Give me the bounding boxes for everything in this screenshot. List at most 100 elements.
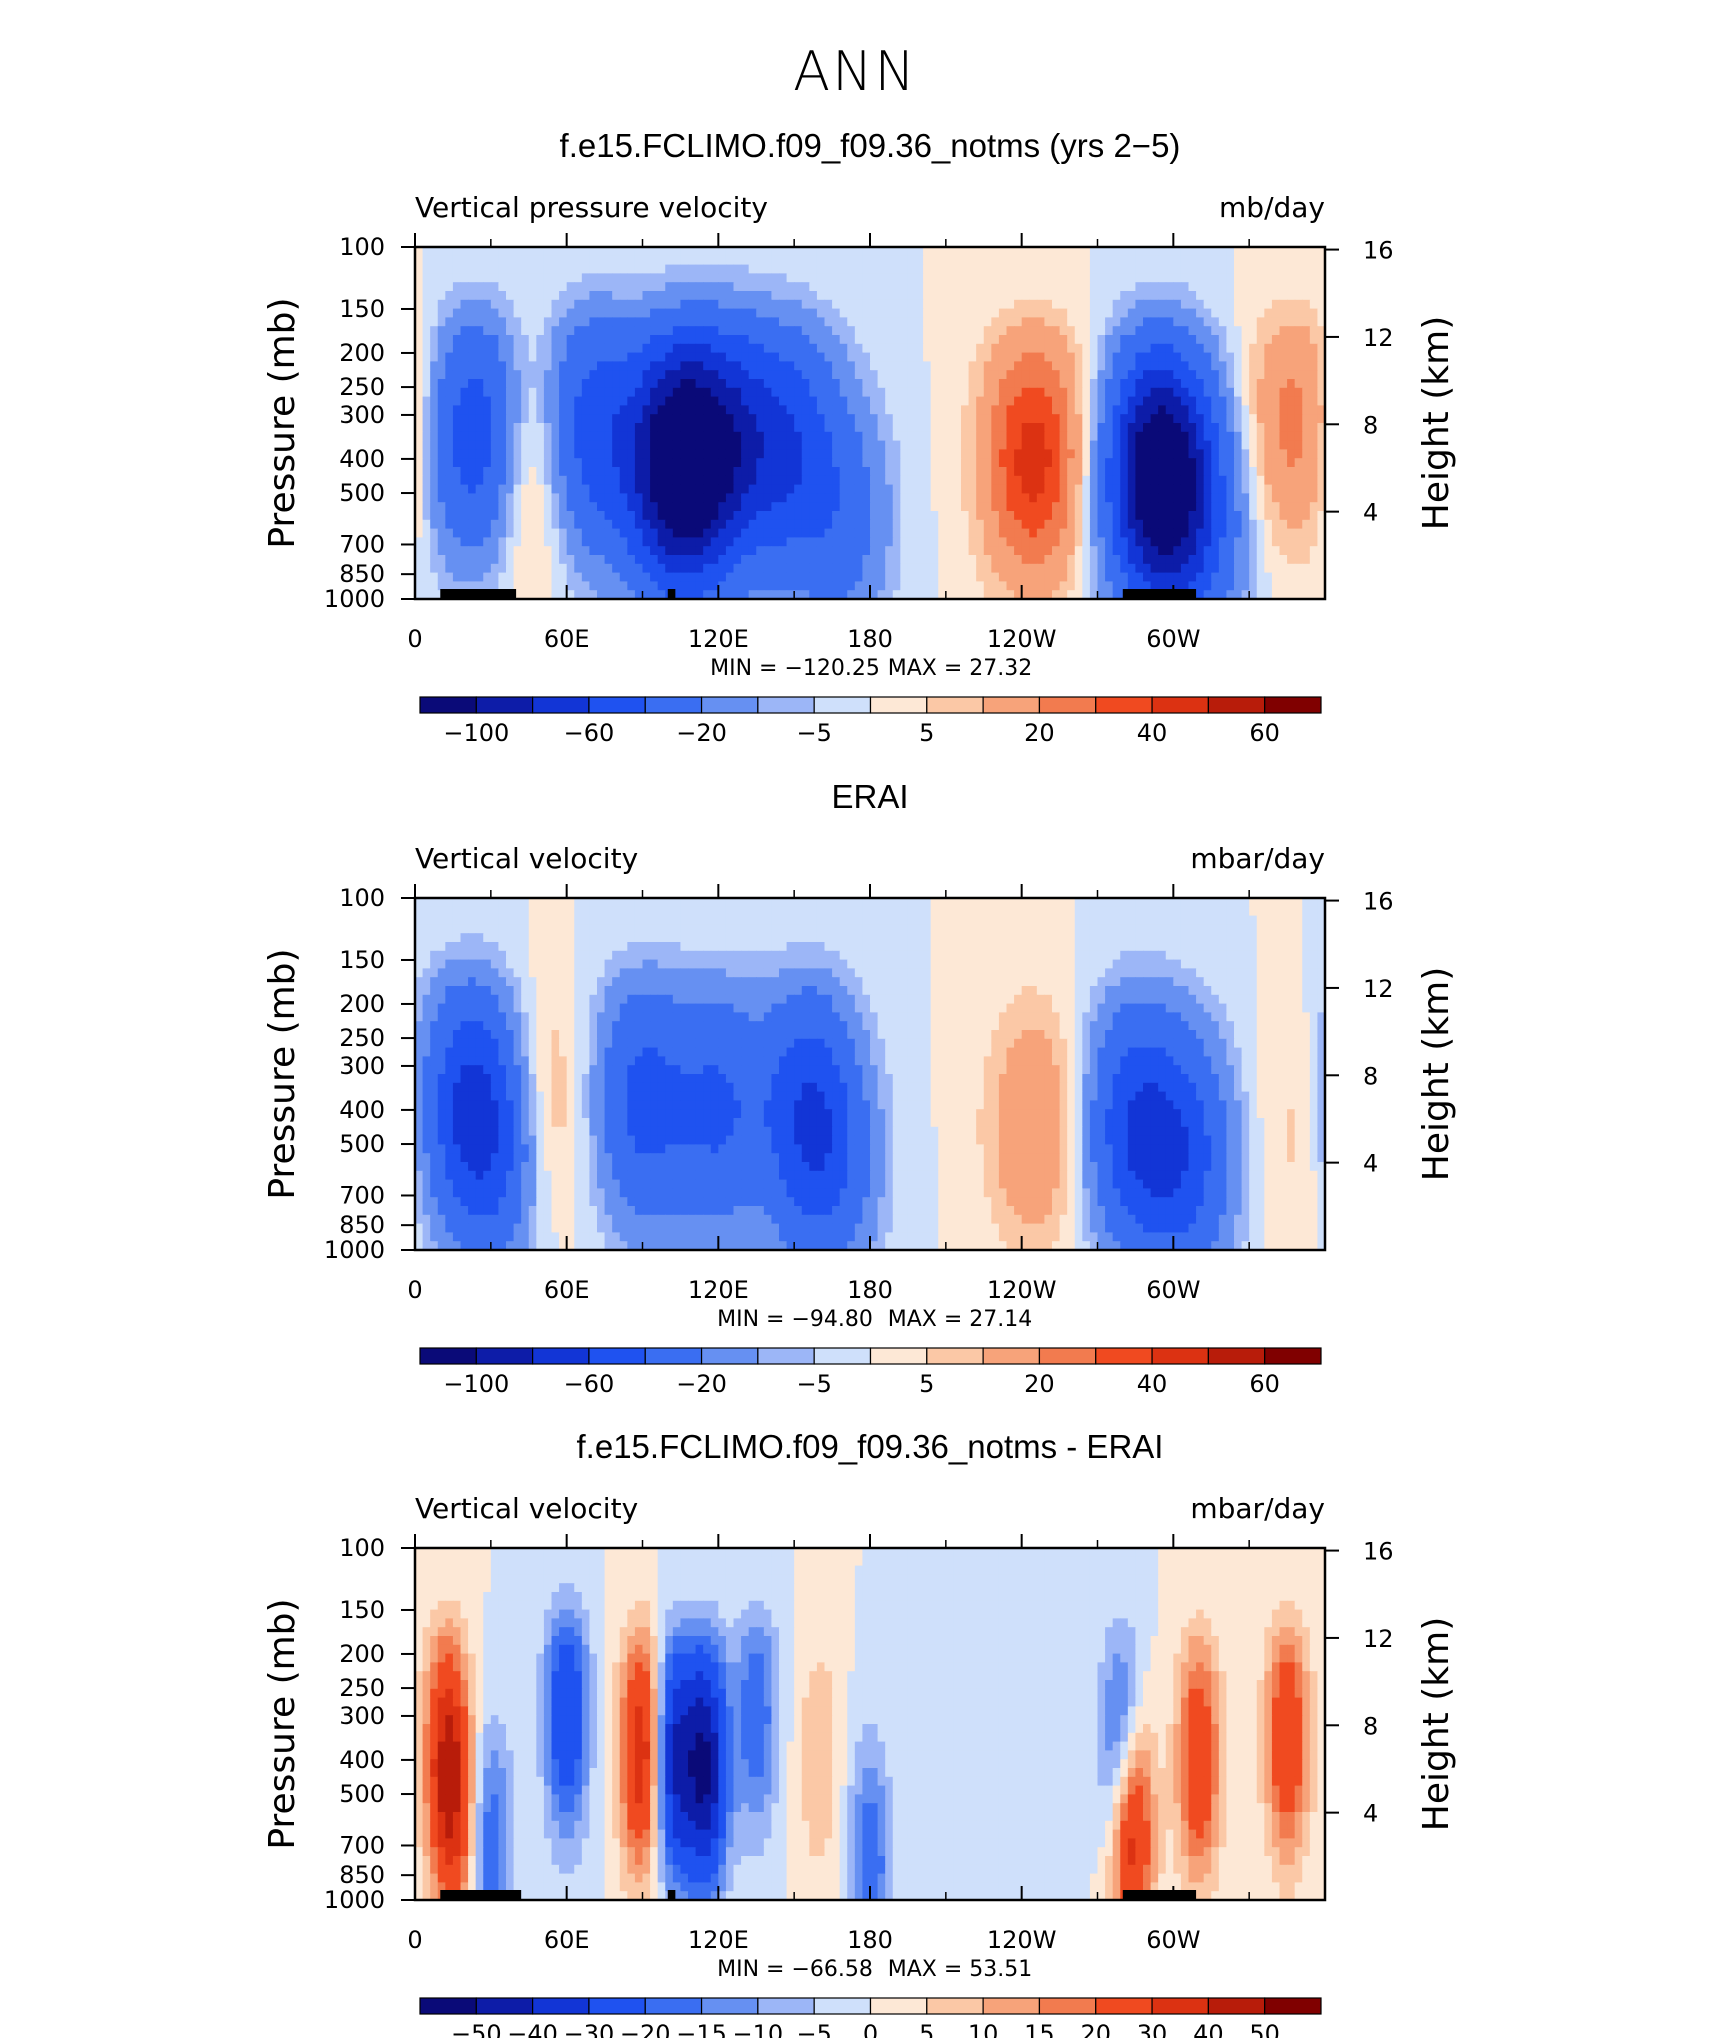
field-cell (923, 291, 932, 301)
field-cell (415, 255, 424, 266)
field-cell (832, 291, 841, 301)
field-cell (1165, 405, 1174, 415)
field-cell (422, 361, 431, 371)
field-cell (528, 431, 537, 442)
field-cell (1089, 537, 1099, 547)
field-cell (543, 396, 553, 406)
field-cell (832, 308, 841, 318)
field-cell (597, 502, 606, 512)
field-cell (1234, 590, 1243, 600)
field-cell (756, 273, 765, 283)
field-cell (1112, 528, 1121, 538)
field-cell (1264, 546, 1273, 556)
field-cell (498, 343, 507, 354)
field-cell (1287, 352, 1296, 362)
field-cell (1188, 475, 1197, 486)
field-cell (430, 572, 439, 582)
field-cell (688, 387, 697, 398)
field-cell (1203, 405, 1212, 415)
field-cell (1052, 590, 1061, 600)
field-cell (1135, 291, 1144, 301)
field-cell (1165, 502, 1174, 512)
field-cell (801, 273, 810, 283)
field-cell (832, 317, 841, 327)
field-cell (634, 255, 644, 266)
field-cell (490, 484, 500, 494)
field-cell (1196, 458, 1205, 468)
field-cell (619, 590, 628, 600)
field-cell (619, 431, 628, 442)
field-cell (657, 414, 666, 424)
field-cell (612, 247, 621, 257)
field-cell (513, 581, 522, 591)
field-cell (688, 467, 697, 477)
field-cell (832, 282, 841, 292)
field-cell (1188, 255, 1197, 266)
field-cell (1256, 370, 1265, 380)
field-cell (945, 555, 955, 565)
field-cell (976, 581, 985, 591)
field-cell (862, 563, 871, 574)
field-cell (1059, 299, 1068, 310)
field-cell (627, 247, 636, 257)
field-cell (756, 475, 765, 486)
field-cell (642, 326, 651, 336)
field-cell (597, 317, 606, 327)
field-cell (665, 449, 674, 459)
field-cell (642, 291, 651, 301)
field-cell (1105, 255, 1114, 266)
field-cell (1203, 291, 1212, 301)
field-cell (1135, 361, 1144, 371)
field-cell (445, 273, 454, 283)
field-cell (953, 449, 962, 459)
field-cell (816, 898, 826, 908)
field-cell (870, 467, 879, 477)
field-cell (710, 440, 719, 450)
field-cell (1021, 581, 1030, 591)
field-cell (665, 361, 674, 371)
field-cell (953, 458, 962, 468)
field-cell (885, 467, 894, 477)
field-cell (1074, 423, 1083, 433)
field-cell (1082, 405, 1091, 415)
field-cell (551, 291, 560, 301)
field-cell (430, 405, 439, 415)
field-cell (1211, 581, 1220, 591)
field-cell (1097, 590, 1106, 600)
field-cell (1226, 405, 1235, 415)
field-cell (885, 484, 894, 494)
field-cell (938, 537, 947, 547)
field-cell (1105, 352, 1114, 362)
field-cell (665, 291, 674, 301)
field-cell (1082, 247, 1091, 257)
field-cell (1089, 555, 1099, 565)
field-cell (559, 343, 568, 354)
field-cell (1309, 581, 1319, 591)
field-cell (1097, 299, 1106, 310)
field-cell (634, 440, 644, 450)
field-cell (983, 572, 992, 582)
field-cell (839, 546, 848, 556)
field-cell (1074, 247, 1083, 257)
field-cell (1249, 414, 1258, 424)
field-cell (1218, 396, 1228, 406)
field-cell (657, 467, 666, 477)
field-cell (460, 546, 469, 556)
field-cell (1317, 572, 1326, 582)
field-cell (1082, 299, 1091, 310)
field-cell (612, 467, 621, 477)
field-cell (961, 493, 970, 503)
field-cell (1234, 255, 1243, 266)
field-cell (551, 299, 560, 310)
field-cell (1173, 484, 1182, 494)
field-cell (559, 308, 568, 318)
field-cell (1052, 423, 1061, 433)
field-cell (1052, 299, 1061, 310)
field-cell (1279, 291, 1288, 301)
field-cell (672, 299, 682, 310)
field-cell (1143, 519, 1152, 530)
field-cell (460, 449, 469, 459)
field-cell (885, 502, 894, 512)
field-cell (809, 343, 818, 354)
field-cell (680, 590, 689, 600)
